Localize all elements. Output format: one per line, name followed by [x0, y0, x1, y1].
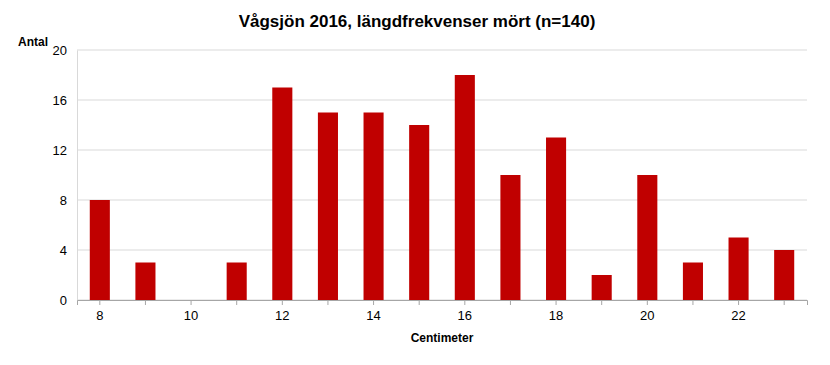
x-tick-mark [145, 300, 146, 305]
x-tick [419, 300, 420, 305]
grid-line [77, 250, 807, 251]
y-tick-label: 8 [60, 193, 67, 208]
x-tick-mark [191, 300, 192, 305]
y-axis: 0 4 8 12 16 20 [53, 43, 78, 308]
x-tick-mark [327, 300, 328, 305]
bar [546, 138, 566, 301]
x-tick-mark [738, 300, 739, 305]
bar [592, 275, 612, 300]
x-tick-label: 20 [640, 308, 654, 323]
bar [90, 200, 110, 300]
grid-line [77, 100, 807, 101]
y-axis-line [77, 51, 78, 301]
grid [77, 50, 807, 300]
x-tick-label: 14 [366, 308, 380, 323]
x-tick: 10 [184, 300, 198, 323]
x-tick-label: 16 [458, 308, 472, 323]
x-tick: 12 [275, 300, 289, 323]
x-tick [145, 300, 146, 305]
x-axis-title: Centimeter [411, 331, 474, 345]
bar [181, 300, 201, 301]
grid-line [77, 50, 807, 51]
y-axis-title: Antal [18, 35, 48, 49]
x-tick: 20 [640, 300, 654, 323]
x-tick [327, 300, 328, 305]
x-tick-mark [692, 300, 693, 305]
x-tick-label: 8 [96, 308, 103, 323]
x-tick-mark [419, 300, 420, 305]
y-tick-label: 4 [60, 243, 67, 258]
plot: 0 4 8 12 16 20 8 10 12 14 16 18 20 22 [53, 43, 808, 324]
x-tick: 16 [458, 300, 472, 323]
bar [409, 125, 429, 300]
bar [500, 175, 520, 300]
x-axis: 8 10 12 14 16 18 20 22 [78, 300, 808, 323]
y-tick: 20 [53, 43, 77, 58]
x-tick-mark [784, 300, 785, 305]
x-tick-mark [647, 300, 648, 305]
x-tick-mark [464, 300, 465, 305]
bar [135, 263, 155, 301]
title: Vågsjön 2016, längdfrekvenser mört (n=14… [239, 12, 596, 31]
y-tick-label: 20 [53, 43, 67, 58]
x-tick [784, 300, 785, 305]
y-tick: 4 [60, 243, 77, 258]
x-tick-mark [556, 300, 557, 305]
y-tick-label: 0 [60, 293, 67, 308]
bars [90, 75, 794, 300]
grid-line [77, 150, 807, 151]
x-tick-mark [282, 300, 283, 305]
y-tick: 12 [53, 143, 77, 158]
bar [683, 263, 703, 301]
bar [227, 263, 247, 301]
bar [774, 250, 794, 300]
x-tick [510, 300, 511, 305]
x-tick-mark [99, 300, 100, 305]
bar [318, 113, 338, 301]
x-tick: 18 [549, 300, 563, 323]
bar [637, 175, 657, 300]
x-tick [692, 300, 693, 305]
x-tick-mark [510, 300, 511, 305]
y-tick-label: 16 [53, 93, 67, 108]
bar [455, 75, 475, 300]
x-tick [601, 300, 602, 305]
x-tick: 8 [96, 300, 103, 323]
y-tick: 8 [60, 193, 77, 208]
x-tick-label: 22 [731, 308, 745, 323]
x-tick-mark [373, 300, 374, 305]
bar [364, 113, 384, 301]
bar [729, 238, 749, 301]
y-tick: 16 [53, 93, 77, 108]
x-tick: 14 [366, 300, 380, 323]
x-tick-mark [601, 300, 602, 305]
x-tick-mark [236, 300, 237, 305]
x-axis-line [78, 301, 808, 306]
x-tick-label: 18 [549, 308, 563, 323]
x-tick: 22 [731, 300, 745, 323]
y-tick-label: 12 [53, 143, 67, 158]
bar [272, 88, 292, 301]
grid-line [77, 200, 807, 201]
x-tick [236, 300, 237, 305]
x-tick-label: 10 [184, 308, 198, 323]
chart: 0 4 8 12 16 20 8 10 12 14 16 18 20 22 Vågsjön 2016, lä… [0, 0, 830, 365]
y-tick: 0 [60, 293, 77, 308]
x-tick-label: 12 [275, 308, 289, 323]
